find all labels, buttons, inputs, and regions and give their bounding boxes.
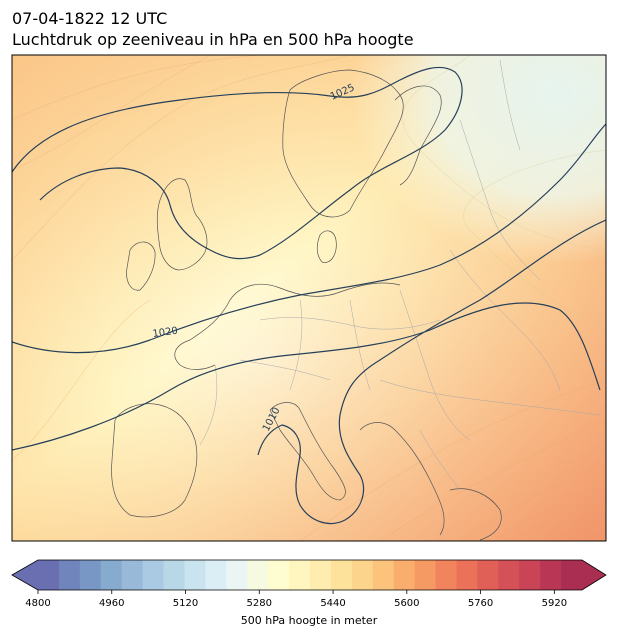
map-area bbox=[12, 55, 606, 541]
colorbar-segment bbox=[38, 560, 60, 590]
colorbar-segment bbox=[414, 560, 436, 590]
colorbar-segment bbox=[310, 560, 332, 590]
colorbar-tick-label: 4960 bbox=[99, 598, 125, 609]
colorbar-segment bbox=[100, 560, 123, 590]
colorbar-segment bbox=[561, 560, 583, 590]
map-subtitle: Luchtdruk op zeeniveau in hPa en 500 hPa… bbox=[12, 30, 414, 49]
colorbar-segment bbox=[163, 560, 185, 590]
colorbar-segment bbox=[351, 560, 374, 590]
geopotential-bands bbox=[12, 55, 606, 541]
colorbar-segment bbox=[393, 560, 416, 590]
colorbar-segment bbox=[435, 560, 457, 590]
colorbar-tick-label: 5120 bbox=[172, 598, 199, 609]
colorbar-segment bbox=[247, 560, 269, 590]
colorbar-segment bbox=[519, 560, 541, 590]
map-frame bbox=[11, 54, 607, 542]
isobar-label-1020: 1020 bbox=[152, 326, 179, 340]
colorbar-segment bbox=[142, 560, 164, 590]
colorbar-segment bbox=[330, 560, 353, 590]
colorbar-label: 500 hPa hoogte in meter bbox=[240, 614, 378, 627]
coastlines bbox=[111, 69, 502, 541]
colorbar-extend-max bbox=[582, 560, 606, 590]
colorbar-segment bbox=[372, 560, 395, 590]
colorbar-segment bbox=[498, 560, 520, 590]
colorbar-tick-label: 5760 bbox=[467, 598, 494, 609]
colorbar-segment bbox=[226, 560, 248, 590]
colorbar-tick-label: 5920 bbox=[541, 598, 568, 609]
colorbar-segment bbox=[79, 560, 102, 590]
colorbar-segment bbox=[58, 560, 81, 590]
colorbar-tick-label: 5440 bbox=[320, 598, 346, 609]
isobars bbox=[12, 66, 606, 525]
geopotential-field-ne bbox=[12, 55, 606, 541]
colorbar-segment bbox=[289, 560, 311, 590]
colorbar-segment bbox=[540, 560, 562, 590]
country-borders bbox=[199, 59, 601, 491]
map-datetime: 07-04-1822 12 UTC bbox=[12, 9, 168, 28]
colorbar-segment bbox=[121, 560, 144, 590]
colorbar-tick-label: 5280 bbox=[246, 598, 273, 609]
colorbar-segment bbox=[477, 560, 499, 590]
colorbar-tick-label: 4800 bbox=[25, 598, 51, 609]
colorbar-extend-min bbox=[12, 560, 38, 590]
colorbar-segment bbox=[456, 560, 478, 590]
colorbar bbox=[11, 559, 607, 594]
colorbar-segment bbox=[205, 560, 227, 590]
colorbar-tick-label: 5600 bbox=[394, 598, 420, 609]
colorbar-segment bbox=[268, 560, 290, 590]
colorbar-segment bbox=[184, 560, 206, 590]
